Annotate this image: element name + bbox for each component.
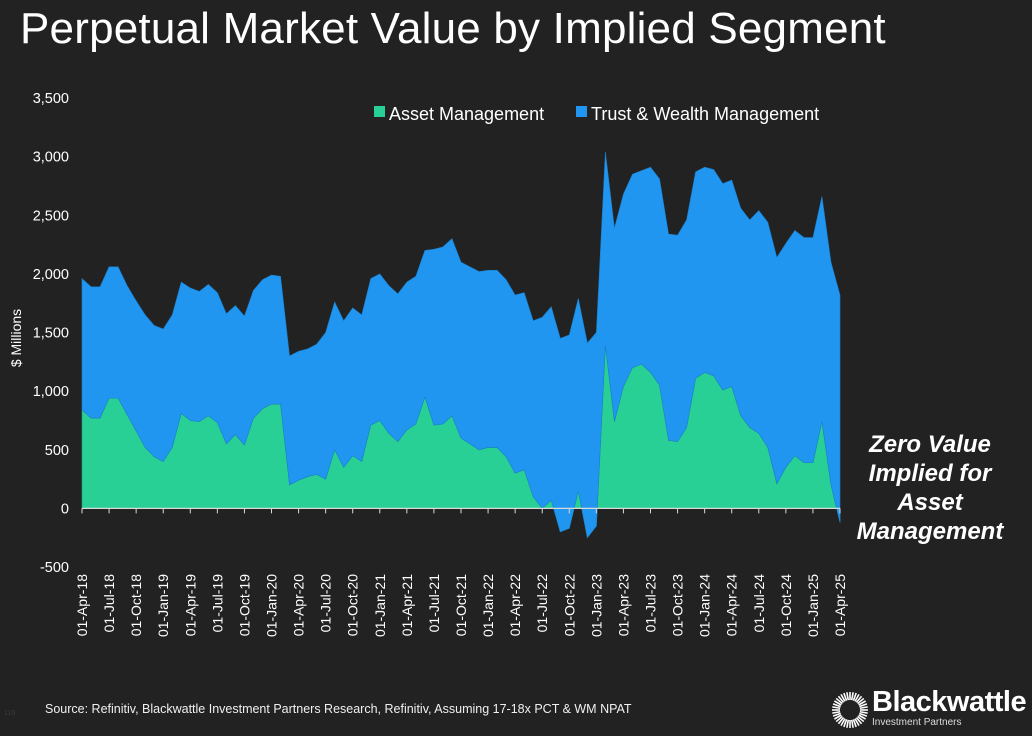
y-tick-label: 3,500 — [33, 91, 69, 107]
x-tick-label: 01-Jan-25 — [805, 574, 821, 637]
x-tick-label: 01-Oct-20 — [345, 574, 361, 636]
x-tick-label: 01-Jul-22 — [534, 574, 550, 633]
x-tick-label: 01-Jan-22 — [480, 574, 496, 637]
x-tick-label: 01-Jul-24 — [751, 574, 767, 633]
logo-name: Blackwattle — [872, 686, 1027, 718]
legend-swatch-trust-wealth — [576, 106, 587, 117]
x-tick-label: 01-Apr-24 — [724, 574, 740, 636]
legend-label-asset-management: Asset Management — [389, 104, 544, 124]
annotation-line: Implied for — [868, 460, 992, 487]
x-tick-label: 01-Oct-24 — [778, 574, 794, 636]
y-tick-label: 1,000 — [33, 384, 69, 400]
x-tick-label: 01-Jul-18 — [101, 574, 117, 633]
x-tick-label: 01-Jan-24 — [697, 574, 713, 637]
blackwattle-logo: Blackwattle Investment Partners — [830, 686, 1030, 732]
sunburst-icon — [832, 692, 868, 728]
y-axis-label: $ Millions — [8, 309, 24, 367]
x-tick-label: 01-Apr-19 — [182, 574, 198, 636]
x-tick-label: 01-Apr-20 — [291, 574, 307, 636]
legend-swatch-asset-management — [374, 106, 385, 117]
x-tick-label: 01-Jul-21 — [426, 574, 442, 633]
x-tick-label: 01-Apr-25 — [832, 574, 848, 636]
y-tick-label: 1,500 — [33, 326, 69, 342]
legend: Asset Management Trust & Wealth Manageme… — [374, 104, 819, 124]
x-tick-label: 01-Oct-18 — [128, 574, 144, 636]
x-tick-label: 01-Jul-20 — [318, 574, 334, 633]
x-tick-label: 01-Apr-18 — [74, 574, 90, 636]
zero-value-annotation: Zero Value Implied for Asset Management — [845, 430, 1015, 546]
y-tick-label: 0 — [61, 501, 69, 517]
x-tick-label: 01-Jul-19 — [209, 574, 225, 633]
source-note: Source: Refinitiv, Blackwattle Investmen… — [45, 702, 632, 716]
x-tick-label: 01-Jan-21 — [372, 574, 388, 637]
x-tick-label: 01-Oct-19 — [236, 574, 252, 636]
x-tick-label: 01-Jan-19 — [155, 574, 171, 637]
x-tick-label: 01-Oct-23 — [670, 574, 686, 636]
x-tick-label: 01-Apr-21 — [399, 574, 415, 636]
axes: -500 0 500 1,000 1,500 2,000 2,500 3,000 3,500 01… — [33, 91, 848, 637]
annotation-line: Management — [856, 518, 1004, 545]
annotation-line: Zero Value — [869, 431, 991, 458]
area-trust-wealth-management — [81, 151, 841, 539]
x-tick-label: 01-Jan-20 — [264, 574, 280, 637]
logo-subtitle: Investment Partners — [872, 717, 962, 728]
y-tick-label: 2,000 — [33, 267, 69, 283]
y-tick-label: 2,500 — [33, 208, 69, 224]
x-tick-label: 01-Apr-23 — [615, 574, 631, 636]
x-tick-label: 01-Jan-23 — [588, 574, 604, 637]
page-number: 116 — [4, 710, 16, 717]
x-tick-label: 01-Oct-21 — [453, 574, 469, 636]
plot-areas — [81, 151, 841, 539]
y-tick-label: -500 — [40, 560, 69, 576]
annotation-line: Asset — [897, 489, 963, 516]
x-tick-label: 01-Jul-23 — [643, 574, 659, 633]
y-tick-label: 3,000 — [33, 150, 69, 166]
legend-label-trust-wealth: Trust & Wealth Management — [591, 104, 819, 124]
x-tick-label: 01-Oct-22 — [561, 574, 577, 636]
x-tick-label: 01-Apr-22 — [507, 574, 523, 636]
y-tick-label: 500 — [45, 443, 69, 459]
chart-title: Perpetual Market Value by Implied Segmen… — [20, 4, 886, 53]
